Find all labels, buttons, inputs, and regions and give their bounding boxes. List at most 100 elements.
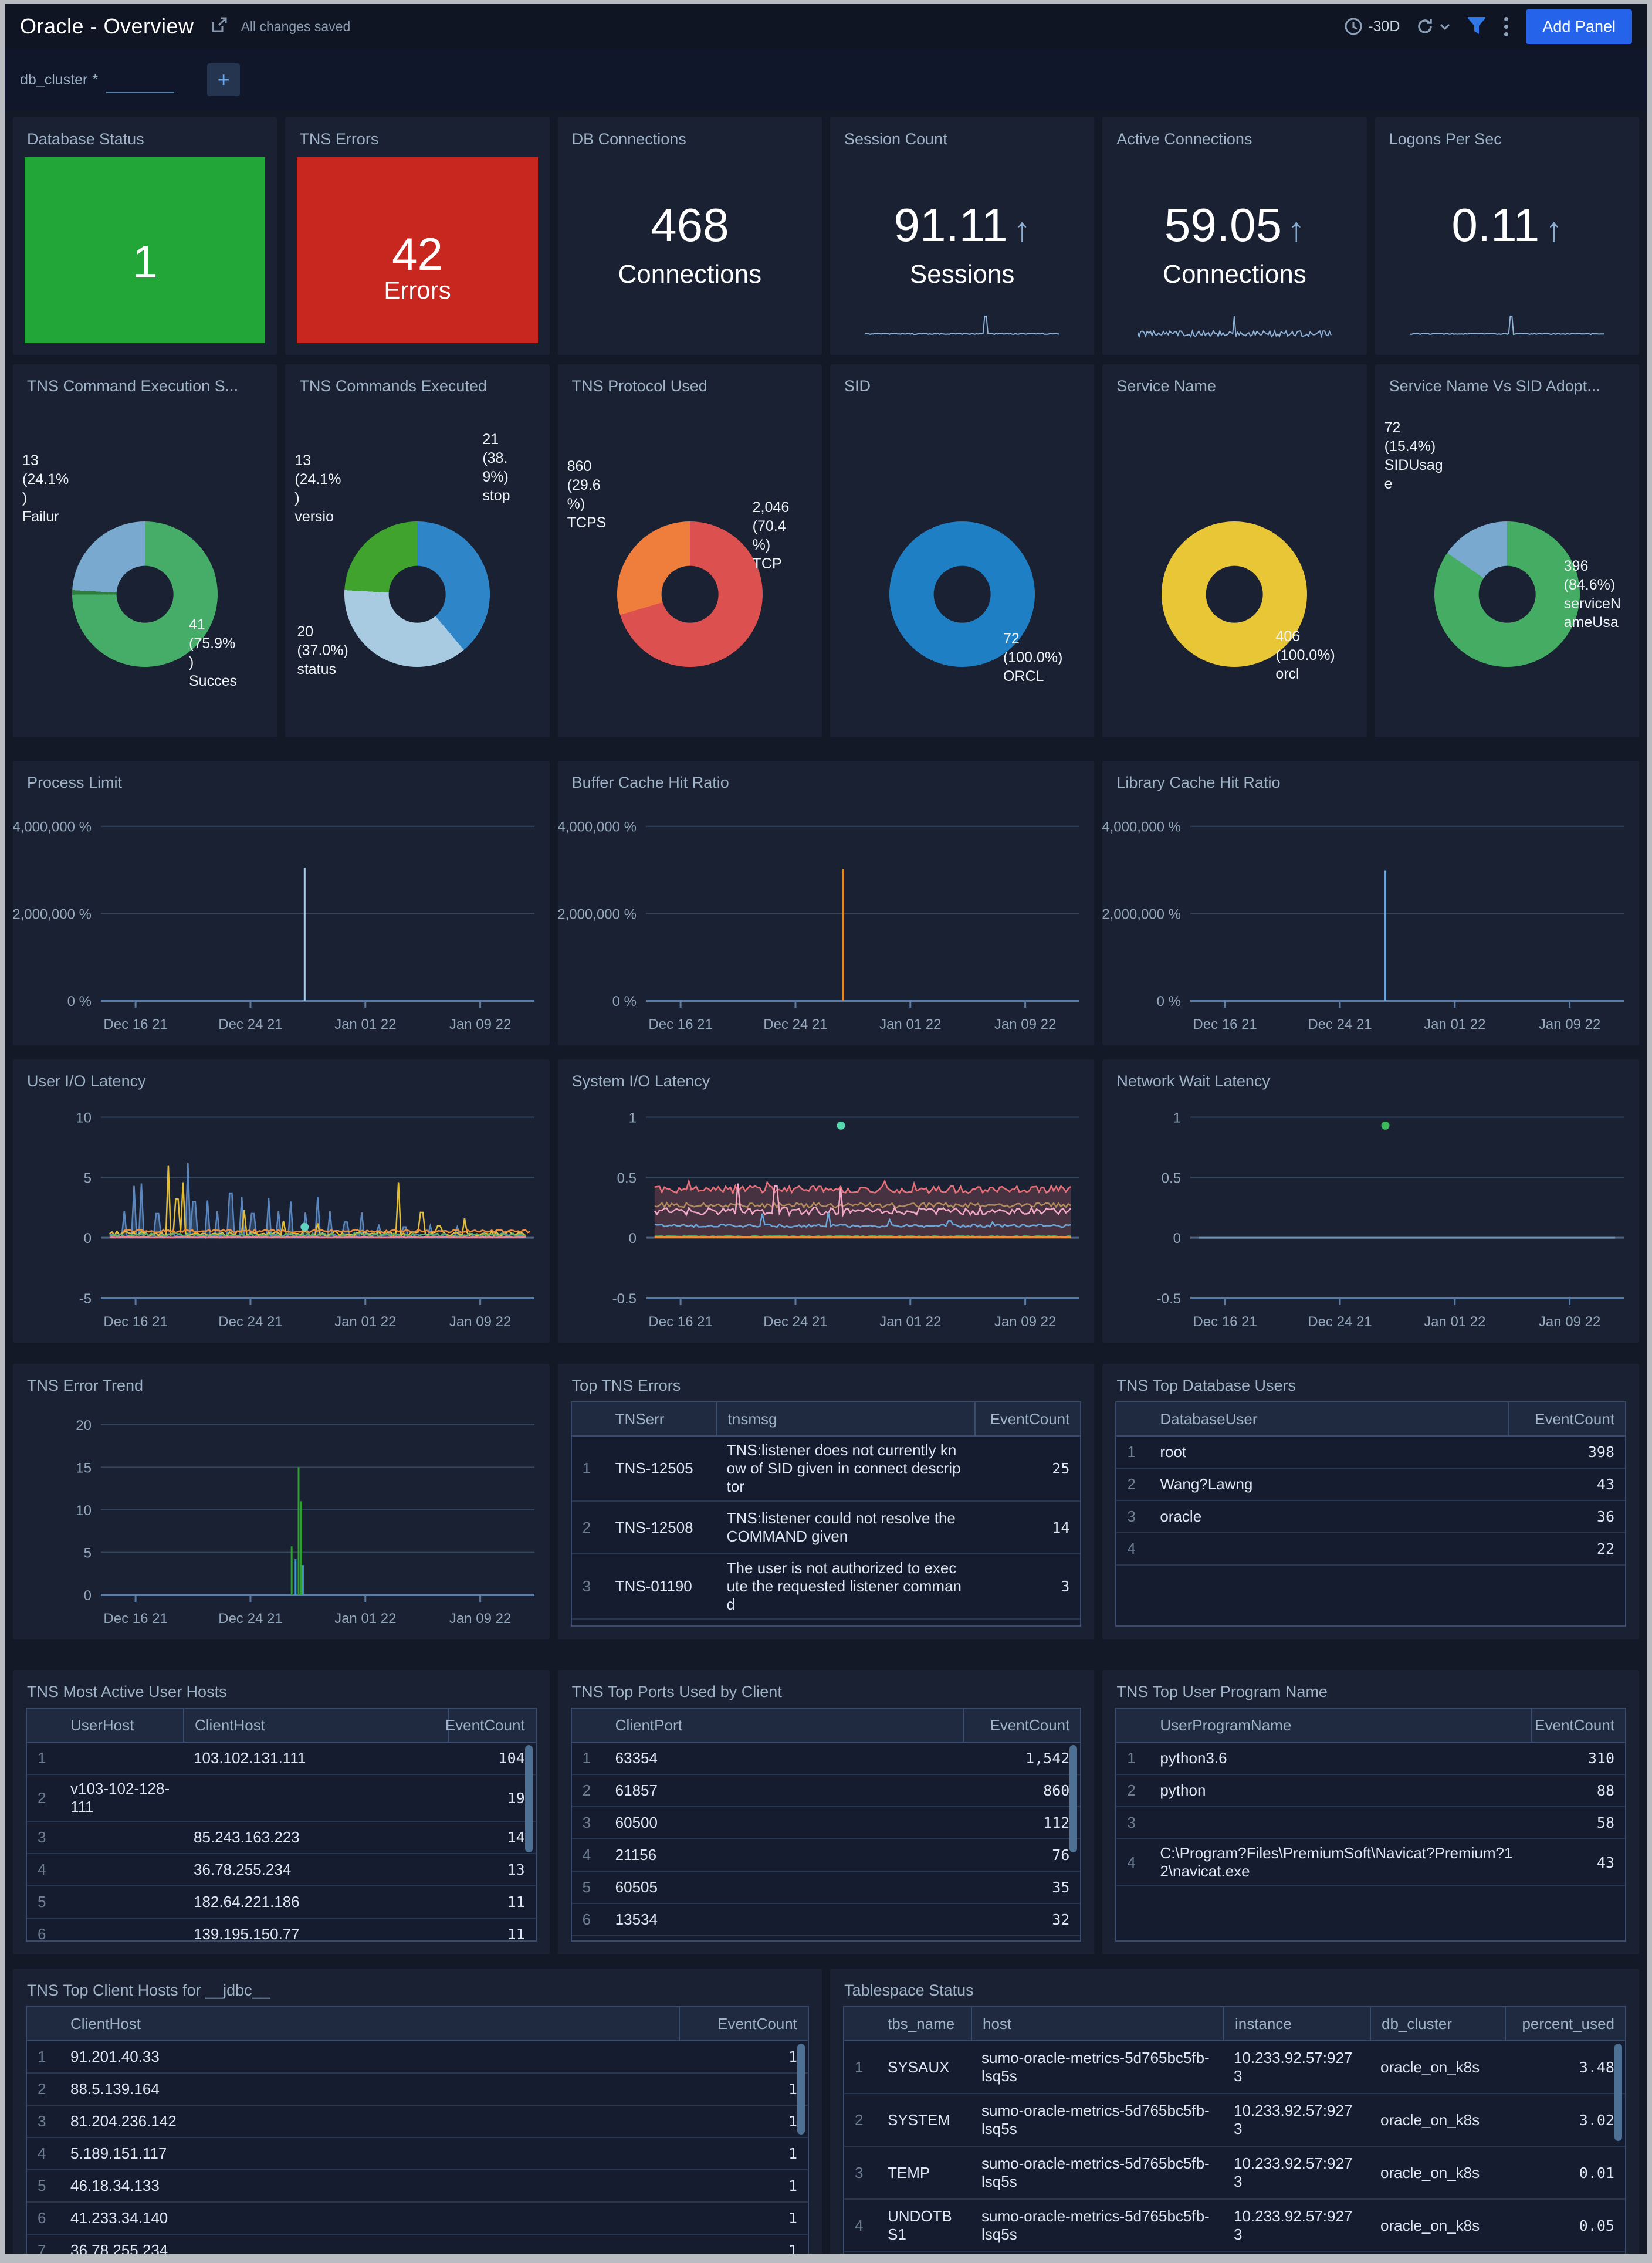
table-scrollbar[interactable] <box>797 2044 805 2135</box>
kebab-menu-icon[interactable] <box>1502 15 1511 39</box>
panel-network-wait-latency[interactable]: Network Wait Latency 1 0.5 0 -0.5 Dec 16 21 De… <box>1102 1059 1640 1343</box>
svg-text:5: 5 <box>84 1170 92 1186</box>
panel-title: TNS Error Trend <box>27 1377 144 1394</box>
column-header-tnsmsg[interactable]: tnsmsg <box>716 1402 975 1435</box>
column-header-host[interactable]: host <box>971 2007 1223 2040</box>
svg-text:0: 0 <box>84 1231 92 1246</box>
column-header-eventcount[interactable]: EventCount <box>1531 1709 1625 1742</box>
column-header-eventcount[interactable]: EventCount <box>445 1709 536 1742</box>
panel-session-count[interactable]: Session Count 91.11 ↑ Sessions <box>830 117 1095 355</box>
column-header-clienthost[interactable]: ClientHost <box>70 2014 141 2032</box>
svg-text:0 %: 0 % <box>1157 994 1181 1009</box>
panel-tns-protocol-used[interactable]: TNS Protocol Used 860 (29.6 %) TCPS 2,046 … <box>557 364 822 737</box>
cell-percent-used: 3.48 <box>1579 2058 1614 2076</box>
panel-tns-error-trend[interactable]: TNS Error Trend 20 15 10 5 0 Dec 16 21 Dec 24 2… <box>13 1364 550 1639</box>
panel-process-limit[interactable]: Process Limit 4,000,000 % 2,000,000 % 0 % De… <box>13 761 550 1045</box>
table-row: 2 python 88 <box>1116 1775 1626 1807</box>
panel-service-name-vs-sid-adopt[interactable]: Service Name Vs SID Adopt... 72 (15.4%) S… <box>1375 364 1639 737</box>
table-row: 3 TNS-01190 The user is not authorized to … <box>571 1554 1081 1620</box>
svg-text:20: 20 <box>76 1418 92 1434</box>
refresh-button[interactable] <box>1415 16 1451 36</box>
add-panel-button[interactable]: Add Panel <box>1526 9 1632 44</box>
column-header-eventcount[interactable]: EventCount <box>974 1402 1080 1435</box>
panel-tns-top-ports-used-by-client[interactable]: TNS Top Ports Used by Client ClientPort Ev… <box>557 1670 1095 1954</box>
column-header-eventcount[interactable]: EventCount <box>1508 1402 1625 1435</box>
cell-eventcount: 58 <box>1596 1814 1615 1831</box>
chart: 1 0.5 0 -0.5 Dec 16 21 Dec 24 21 Jan 01 22 Jan … <box>558 1092 1095 1343</box>
table-row: 1 103.102.131.111 104 <box>27 1743 536 1775</box>
column-header-instance[interactable]: instance <box>1223 2007 1370 2040</box>
panel-system-i-o-latency[interactable]: System I/O Latency 1 0.5 0 -0.5 Dec 16 21 Dec … <box>557 1059 1095 1343</box>
svg-text:1: 1 <box>1173 1110 1181 1126</box>
table-row: 3 85.243.163.223 14 <box>27 1822 536 1854</box>
column-header-eventcount[interactable]: EventCount <box>679 2007 808 2040</box>
column-header-percent-used[interactable]: percent_used <box>1505 2007 1625 2040</box>
table-scrollbar[interactable] <box>1614 2044 1622 2141</box>
panel-buffer-cache-hit-ratio[interactable]: Buffer Cache Hit Ratio 4,000,000 % 2,000,0… <box>557 761 1095 1045</box>
table-row: 2 88.5.139.164 1 <box>27 2074 808 2106</box>
panel-logons-per-sec[interactable]: Logons Per Sec 0.11 ↑ <box>1375 117 1639 355</box>
filter-button[interactable] <box>1467 16 1487 37</box>
add-filter-button[interactable]: + <box>207 63 241 96</box>
panel-library-cache-hit-ratio[interactable]: Library Cache Hit Ratio 4,000,000 % 2,000,… <box>1102 761 1640 1045</box>
status-box: 1 <box>25 157 266 343</box>
share-icon[interactable] <box>209 16 228 38</box>
donut-chart <box>72 521 218 667</box>
stat-value: 0.11 ↑ <box>1451 198 1563 251</box>
panel-tns-top-user-program-name[interactable]: TNS Top User Program Name UserProgramName… <box>1102 1670 1640 1954</box>
cell-tnsmsg: The user is not authorized to execute th… <box>726 1559 962 1613</box>
cell-clientport: 21156 <box>615 1846 657 1864</box>
db-cluster-input[interactable] <box>106 66 175 93</box>
column-header-clienthost[interactable]: ClientHost <box>183 1709 448 1742</box>
time-range-button[interactable]: -30D <box>1343 16 1400 36</box>
column-header-userprogramname[interactable]: UserProgramName <box>1160 1716 1292 1734</box>
panel-sid[interactable]: SID 72 (100.0%) ORCL <box>830 364 1095 737</box>
panel-tns-commands-executed[interactable]: TNS Commands Executed 13 (24.1% ) versio 2… <box>285 364 550 737</box>
panel-service-name[interactable]: Service Name 406 (100.0%) orcl <box>1102 364 1367 737</box>
header-bar: Oracle - Overview All changes saved -30D… <box>5 4 1647 49</box>
column-header-clientport[interactable]: ClientPort <box>615 1716 682 1734</box>
table-row: 76000031 <box>571 1936 1081 1940</box>
panel-database-status[interactable]: Database Status 1 <box>13 117 277 355</box>
panel-tns-errors[interactable]: TNS Errors 42 Errors <box>285 117 550 355</box>
panel-tns-top-client-hosts-for-jdbc[interactable]: TNS Top Client Hosts for __jdbc__ ClientH… <box>13 1969 822 2254</box>
column-header-db-cluster[interactable]: db_cluster <box>1370 2007 1505 2040</box>
svg-text:Dec 24 21: Dec 24 21 <box>218 1314 282 1330</box>
cell-userhost: v103-102-128-111 <box>70 1780 170 1815</box>
cell-instance: 10.233.92.57:9273 <box>1234 2207 1353 2243</box>
table-scrollbar[interactable] <box>524 1745 533 1852</box>
panel-title: Service Name <box>1116 377 1216 395</box>
column-header-tnserr[interactable]: TNSerr <box>615 1410 665 1428</box>
chart: 4,000,000 % 2,000,000 % 0 % Dec 16 21 Dec 24… <box>13 794 550 1045</box>
panel-tns-top-database-users[interactable]: TNS Top Database Users DatabaseUser EventC… <box>1102 1364 1640 1639</box>
row-index: 6 <box>582 1910 591 1928</box>
row-index: 6 <box>38 2209 46 2227</box>
chart: 4,000,000 % 2,000,000 % 0 % Dec 16 21 Dec 24… <box>1102 794 1639 1045</box>
panel-title: Database Status <box>27 130 144 148</box>
table-scrollbar[interactable] <box>1069 1745 1078 1852</box>
panel-tablespace-status[interactable]: Tablespace Status tbs_name host instance db_… <box>830 1969 1639 2254</box>
column-header-databaseuser[interactable]: DatabaseUser <box>1160 1410 1258 1428</box>
panel-user-i-o-latency[interactable]: User I/O Latency 10 5 0 -5 Dec 16 21 Dec 24 21… <box>13 1059 550 1343</box>
trend-up-icon: ↑ <box>1288 210 1305 249</box>
panel-db-connections[interactable]: DB Connections 468 Connections <box>557 117 822 355</box>
panel-tns-most-active-user-hosts[interactable]: TNS Most Active User Hosts UserHost Client… <box>13 1670 550 1954</box>
column-header-tbs-name[interactable]: tbs_name <box>888 2014 955 2032</box>
panel-active-connections[interactable]: Active Connections 59.05 ↑ Connections <box>1102 117 1367 355</box>
cell-instance: 10.233.92.57:9273 <box>1234 2049 1353 2085</box>
svg-text:Dec 16 21: Dec 16 21 <box>103 1017 167 1032</box>
cell-clienthost: 182.64.221.186 <box>194 1893 300 1910</box>
cell-eventcount: 11 <box>507 1926 525 1942</box>
svg-text:0.5: 0.5 <box>1162 1170 1181 1186</box>
cell-db-cluster: oracle_on_k8s <box>1380 2058 1480 2076</box>
svg-text:Dec 24 21: Dec 24 21 <box>1308 1314 1372 1330</box>
cell-eventcount: 31 <box>963 1939 1080 1940</box>
panel-tns-command-execution-s[interactable]: TNS Command Execution S... 13 (24.1% ) Fa… <box>13 364 277 737</box>
row-index: 3 <box>1127 1814 1136 1831</box>
donut-hole <box>1206 565 1263 623</box>
svg-text:Dec 24 21: Dec 24 21 <box>763 1314 827 1330</box>
column-header-userhost[interactable]: UserHost <box>70 1716 134 1734</box>
column-header-eventcount[interactable]: EventCount <box>963 1709 1080 1742</box>
panel-top-tns-errors[interactable]: Top TNS Errors TNSerr tnsmsg EventCount 1 TNS… <box>557 1364 1095 1639</box>
row-index: 2 <box>855 2110 864 2129</box>
